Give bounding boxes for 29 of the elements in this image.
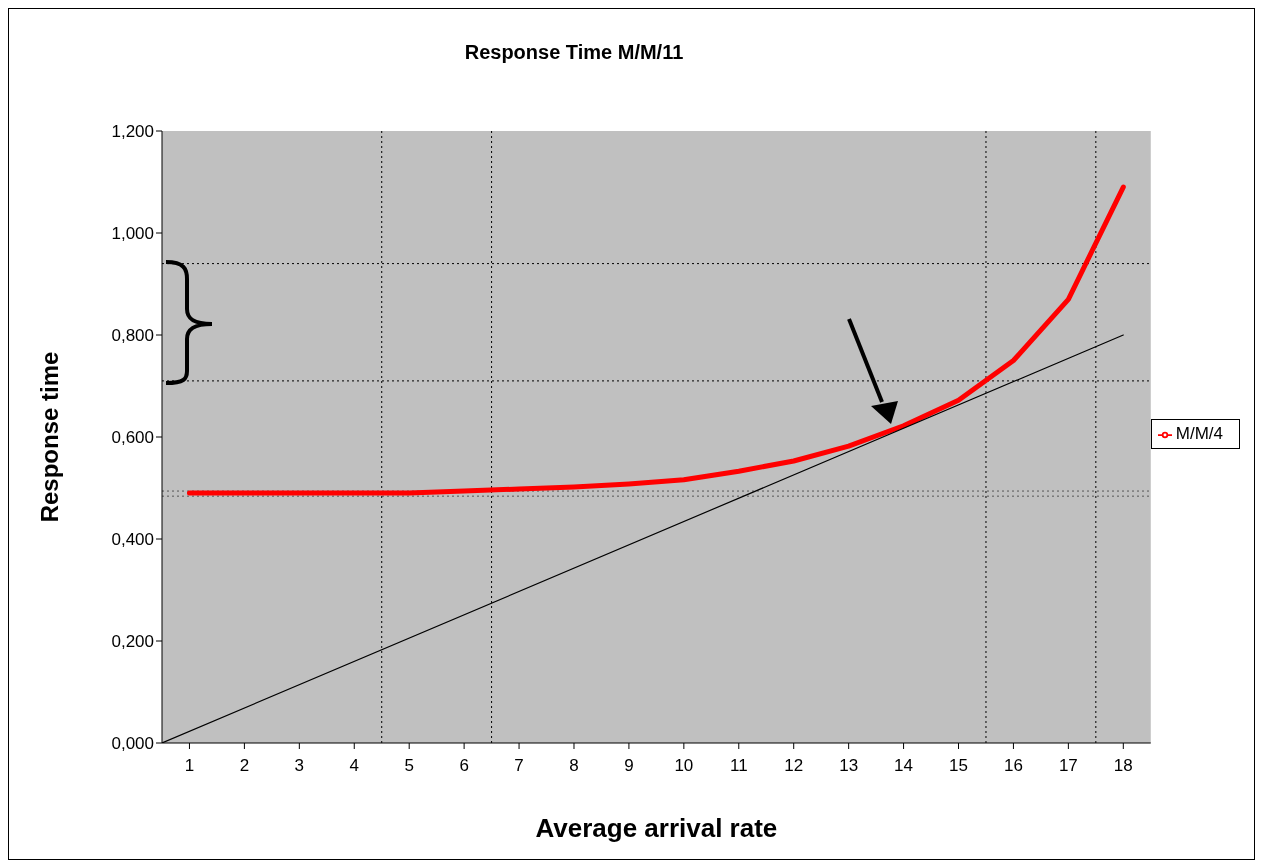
y-tick-label: 0,800 xyxy=(111,326,154,346)
y-tick-label: 1,200 xyxy=(111,122,154,142)
x-tick-label: 6 xyxy=(459,756,469,776)
x-tick-label: 15 xyxy=(949,756,968,776)
y-tick-label: 0,000 xyxy=(111,734,154,754)
x-tick-label: 14 xyxy=(894,756,914,776)
x-tick-label: 17 xyxy=(1058,756,1078,776)
chart-title: Response Time M/M/11 xyxy=(463,41,685,64)
x-tick-label: 5 xyxy=(404,756,414,776)
y-tick-label: 0,400 xyxy=(111,530,154,550)
x-tick-label: 13 xyxy=(839,756,859,776)
y-tick-label: 0,600 xyxy=(111,428,154,448)
x-tick-label: 10 xyxy=(674,756,694,776)
x-tick-label: 4 xyxy=(349,756,359,776)
x-tick-label: 11 xyxy=(729,756,748,776)
x-tick-label: 9 xyxy=(624,756,634,776)
x-tick-label: 12 xyxy=(784,756,804,776)
x-tick-label: 8 xyxy=(569,756,579,776)
y-axis-title: Response time xyxy=(35,351,63,523)
x-tick-label: 3 xyxy=(294,756,305,776)
legend-label: M/M/4 xyxy=(1175,424,1223,443)
x-tick-label: 1 xyxy=(184,756,195,776)
x-tick-label: 18 xyxy=(1113,756,1133,776)
x-tick-label: 7 xyxy=(514,756,524,776)
x-tick-label: 16 xyxy=(1003,756,1023,776)
y-tick-label: 1,000 xyxy=(111,224,154,244)
x-tick-label: 2 xyxy=(239,756,250,776)
y-tick-label: 0,200 xyxy=(111,632,154,652)
x-axis-title: Average arrival rate xyxy=(535,813,778,843)
